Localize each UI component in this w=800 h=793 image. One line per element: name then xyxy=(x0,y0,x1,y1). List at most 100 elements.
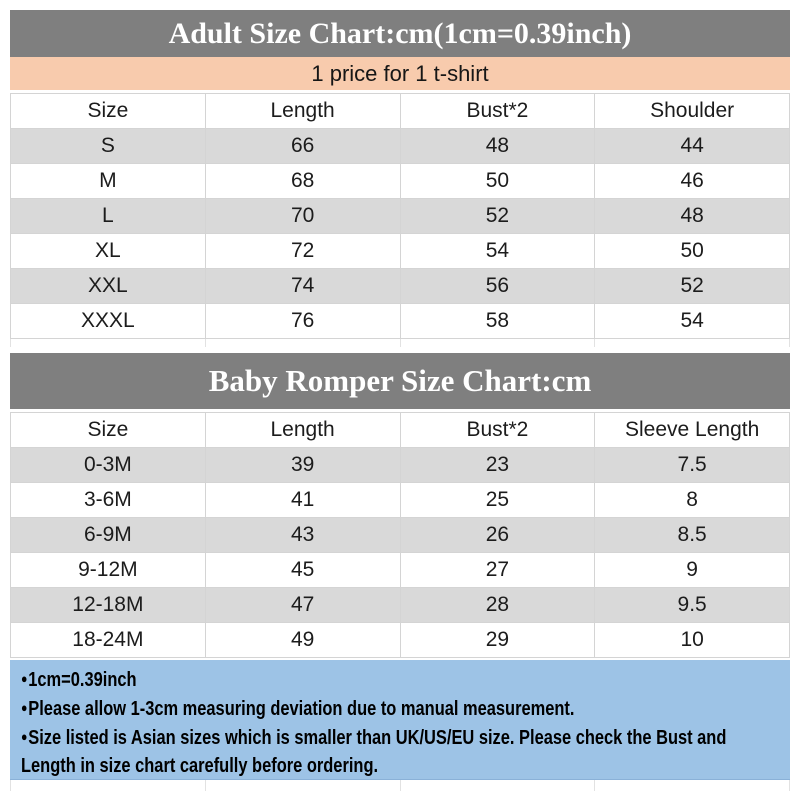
size-cell: 9 xyxy=(594,552,790,588)
size-cell: 9.5 xyxy=(594,587,790,623)
size-row: S 66 48 44 xyxy=(10,128,790,164)
size-row: M 68 50 46 xyxy=(10,163,790,199)
size-cell: 44 xyxy=(594,128,790,164)
size-cell: 6-9M xyxy=(10,517,206,553)
size-cell: 9-12M xyxy=(10,552,206,588)
size-cell: 68 xyxy=(204,163,401,199)
size-cell: 56 xyxy=(399,268,596,304)
ghost-cell xyxy=(206,339,401,347)
ghost-cell xyxy=(401,339,596,347)
size-cell: 49 xyxy=(204,622,401,658)
size-row: 18-24M 49 29 10 xyxy=(10,622,790,658)
size-cell: 47 xyxy=(204,587,401,623)
size-cell: S xyxy=(10,128,206,164)
size-cell: 29 xyxy=(399,622,596,658)
bullet-icon: ● xyxy=(21,700,28,715)
ghost-cell xyxy=(206,780,401,791)
column-header: Sleeve Length xyxy=(594,412,790,448)
ghost-cell xyxy=(595,780,790,791)
size-cell: XXL xyxy=(10,268,206,304)
size-cell: 76 xyxy=(204,303,401,339)
column-header: Size xyxy=(10,412,206,448)
size-cell: 52 xyxy=(399,198,596,234)
ghost-cell xyxy=(10,780,206,791)
size-cell: 43 xyxy=(204,517,401,553)
size-cell: 58 xyxy=(399,303,596,339)
header-row: Size Length Bust*2 Shoulder xyxy=(10,93,790,129)
column-header: Bust*2 xyxy=(399,412,596,448)
size-cell: 3-6M xyxy=(10,482,206,518)
size-cell: 8 xyxy=(594,482,790,518)
size-cell: 72 xyxy=(204,233,401,269)
size-cell: XXXL xyxy=(10,303,206,339)
price-banner-text: 1 price for 1 t-shirt xyxy=(311,61,489,86)
note-item: ●1cm=0.39inch xyxy=(21,665,777,694)
size-cell: 41 xyxy=(204,482,401,518)
size-cell: 70 xyxy=(204,198,401,234)
size-cell: 54 xyxy=(399,233,596,269)
size-row: XXXL 76 58 54 xyxy=(10,303,790,339)
size-cell: 28 xyxy=(399,587,596,623)
size-cell: 39 xyxy=(204,447,401,483)
size-cell: 8.5 xyxy=(594,517,790,553)
column-header: Size xyxy=(10,93,206,129)
adult-chart-title: Adult Size Chart:cm(1cm=0.39inch) xyxy=(168,17,632,50)
size-cell: 7.5 xyxy=(594,447,790,483)
size-cell: 48 xyxy=(399,128,596,164)
size-cell: 48 xyxy=(594,198,790,234)
ghost-grid-row xyxy=(10,780,790,791)
ghost-cell xyxy=(401,780,596,791)
ghost-cell xyxy=(595,339,790,347)
size-cell: 46 xyxy=(594,163,790,199)
note-item: ●Please allow 1-3cm measuring deviation … xyxy=(21,694,777,723)
size-cell: M xyxy=(10,163,206,199)
size-row: 3-6M 41 25 8 xyxy=(10,482,790,518)
size-row: L 70 52 48 xyxy=(10,198,790,234)
ghost-grid-row xyxy=(10,339,790,347)
price-banner: 1 price for 1 t-shirt xyxy=(10,57,790,90)
column-header: Length xyxy=(204,93,401,129)
size-cell: L xyxy=(10,198,206,234)
adult-size-table: Size Length Bust*2 Shoulder S 66 48 44 M 68 50 46 L 7… xyxy=(10,93,790,339)
baby-size-table: Size Length Bust*2 Sleeve Length 0-3M 39 23 7.5… xyxy=(10,412,790,658)
size-cell: 23 xyxy=(399,447,596,483)
bullet-icon: ● xyxy=(21,729,28,744)
size-row: XL 72 54 50 xyxy=(10,233,790,269)
size-cell: 10 xyxy=(594,622,790,658)
note-text: Please allow 1-3cm measuring deviation d… xyxy=(28,698,575,720)
size-cell: XL xyxy=(10,233,206,269)
size-cell: 18-24M xyxy=(10,622,206,658)
size-cell: 27 xyxy=(399,552,596,588)
size-cell: 0-3M xyxy=(10,447,206,483)
adult-chart-title-bar: Adult Size Chart:cm(1cm=0.39inch) xyxy=(10,10,790,57)
note-item: ●Size listed is Asian sizes which is sma… xyxy=(21,723,777,779)
size-cell: 50 xyxy=(399,163,596,199)
size-row: 0-3M 39 23 7.5 xyxy=(10,447,790,483)
size-cell: 26 xyxy=(399,517,596,553)
size-row: 9-12M 45 27 9 xyxy=(10,552,790,588)
size-cell: 12-18M xyxy=(10,587,206,623)
size-row: 6-9M 43 26 8.5 xyxy=(10,517,790,553)
bullet-icon: ● xyxy=(21,671,28,686)
baby-chart-title-bar: Baby Romper Size Chart:cm xyxy=(10,353,790,409)
column-header: Bust*2 xyxy=(399,93,596,129)
column-header: Shoulder xyxy=(594,93,790,129)
size-row: XXL 74 56 52 xyxy=(10,268,790,304)
header-row: Size Length Bust*2 Sleeve Length xyxy=(10,412,790,448)
size-cell: 50 xyxy=(594,233,790,269)
notes-panel: ●1cm=0.39inch ●Please allow 1-3cm measuri… xyxy=(10,660,790,780)
size-cell: 66 xyxy=(204,128,401,164)
note-text: Size listed is Asian sizes which is smal… xyxy=(21,727,727,777)
notes-text: ●1cm=0.39inch ●Please allow 1-3cm measuri… xyxy=(21,665,777,779)
size-cell: 25 xyxy=(399,482,596,518)
size-row: 12-18M 47 28 9.5 xyxy=(10,587,790,623)
size-cell: 45 xyxy=(204,552,401,588)
note-text: 1cm=0.39inch xyxy=(28,669,137,691)
baby-chart-title: Baby Romper Size Chart:cm xyxy=(208,363,592,398)
column-header: Length xyxy=(204,412,401,448)
size-cell: 74 xyxy=(204,268,401,304)
ghost-cell xyxy=(10,339,206,347)
size-cell: 52 xyxy=(594,268,790,304)
